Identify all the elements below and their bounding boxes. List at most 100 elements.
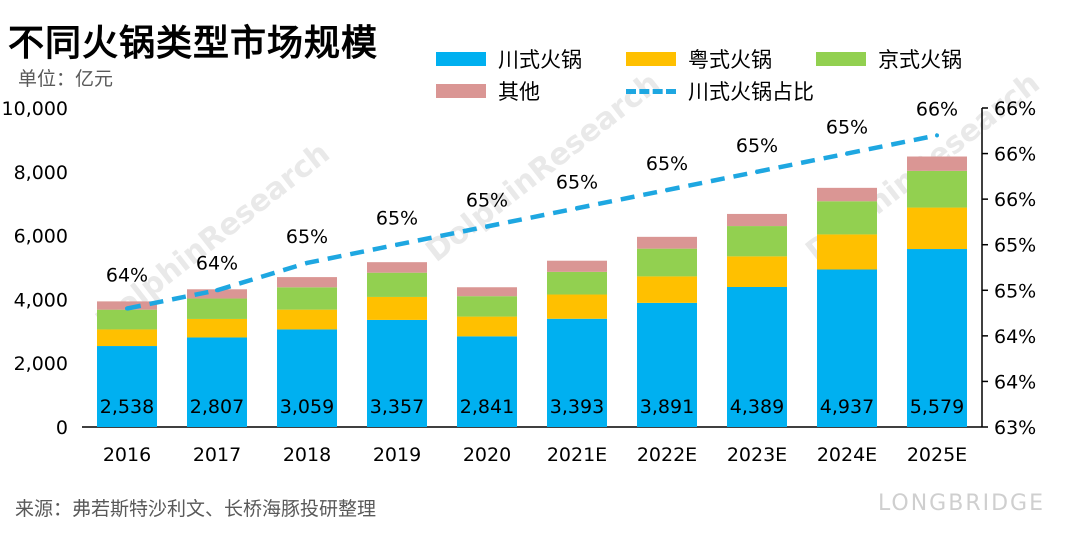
bar-segment <box>97 309 157 330</box>
bar-segment <box>547 318 607 427</box>
share-point <box>665 188 669 193</box>
legend-item-sichuan: 川式火锅 <box>436 44 582 74</box>
bar-segment <box>367 296 427 320</box>
bar-segment <box>457 287 517 297</box>
share-point <box>845 151 849 156</box>
share-data-label: 65% <box>466 189 508 211</box>
bar-segment <box>637 248 697 277</box>
legend-item-cantonese: 粤式火锅 <box>626 44 772 74</box>
y-right-tick-label: 64% <box>994 371 1036 393</box>
bar-segment <box>817 201 877 235</box>
bar-segment <box>97 346 157 427</box>
bar-segment <box>277 309 337 330</box>
bar-data-label: 4,389 <box>730 396 784 418</box>
legend-swatch-other <box>436 84 486 98</box>
bar-data-label: 5,579 <box>910 396 964 418</box>
bar-segment <box>367 272 427 297</box>
bar-segment <box>727 256 787 287</box>
y-left-tick-label: 10,000 <box>2 98 68 120</box>
x-tick-label: 2017 <box>193 444 241 466</box>
bar-segment <box>817 234 877 270</box>
legend-item-other: 其他 <box>436 76 540 106</box>
brand-logo: LONGBRIDGE <box>877 491 1045 516</box>
bar-segment <box>817 269 877 427</box>
bar-segment <box>817 187 877 202</box>
bar-segment <box>457 316 517 337</box>
unit-label: 单位：亿元 <box>18 68 114 90</box>
x-tick-label: 2020 <box>463 444 511 466</box>
share-point <box>305 260 309 265</box>
y-right-tick-label: 65% <box>994 235 1036 257</box>
x-tick-label: 2016 <box>103 444 151 466</box>
bar-data-label: 3,357 <box>370 396 424 418</box>
bar-segment <box>277 329 337 427</box>
bar-segment <box>277 287 337 310</box>
share-point <box>125 306 129 311</box>
legend-swatch-beijing <box>816 52 866 66</box>
y-left-tick-label: 8,000 <box>14 162 68 184</box>
share-data-label: 65% <box>736 135 778 157</box>
bar-segment <box>637 276 697 303</box>
y-left-tick-label: 0 <box>56 417 68 439</box>
bar-segment <box>547 294 607 319</box>
bar-segment <box>97 301 157 310</box>
bar-segment <box>187 337 247 427</box>
share-data-label: 64% <box>106 264 148 286</box>
y-right-tick-label: 65% <box>994 280 1036 302</box>
source-note: 来源：弗若斯特沙利文、长桥海豚投研整理 <box>15 498 377 520</box>
y-right-tick-label: 66% <box>994 98 1036 120</box>
x-tick-label: 2021E <box>547 444 607 466</box>
share-data-label: 66% <box>916 98 958 120</box>
bar-segment <box>907 207 967 250</box>
bar-segment <box>637 236 697 249</box>
legend-item-share: 川式火锅占比 <box>626 76 814 106</box>
bar-data-label: 3,891 <box>640 396 694 418</box>
share-data-label: 65% <box>826 117 868 139</box>
bar-segment <box>727 226 787 257</box>
bar-segment <box>367 262 427 273</box>
legend-item-beijing: 京式火锅 <box>816 44 962 74</box>
bar-data-label: 2,807 <box>190 396 244 418</box>
bar-segment <box>907 170 967 208</box>
bar-segment <box>457 336 517 427</box>
bar-segment <box>187 318 247 338</box>
share-line <box>126 133 938 311</box>
bar-segment <box>637 302 697 427</box>
share-data-label: 65% <box>556 171 598 193</box>
legend-swatch-cantonese <box>626 52 676 66</box>
y-left-tick-label: 6,000 <box>14 226 68 248</box>
bar-segment <box>547 260 607 272</box>
share-data-label: 65% <box>376 208 418 230</box>
y-left-tick-label: 4,000 <box>14 289 68 311</box>
bar-segment <box>907 249 967 427</box>
legend-label-beijing: 京式火锅 <box>878 48 962 72</box>
bar-segment <box>277 277 337 288</box>
bar-segment <box>727 286 787 427</box>
x-tick-label: 2024E <box>817 444 877 466</box>
legend-swatch-share <box>626 88 676 94</box>
y-right-tick-label: 64% <box>994 326 1036 348</box>
bar-data-label: 2,538 <box>100 396 154 418</box>
y-right-tick-label: 66% <box>994 189 1036 211</box>
share-point <box>215 288 219 293</box>
bar-segment <box>457 296 517 317</box>
bar-segment <box>187 289 247 299</box>
y-right-tick-label: 63% <box>994 417 1036 439</box>
y-left-tick-label: 2,000 <box>14 353 68 375</box>
x-tick-label: 2023E <box>727 444 787 466</box>
bar-data-label: 4,937 <box>820 396 874 418</box>
share-data-label: 64% <box>196 252 238 274</box>
share-point <box>755 169 759 174</box>
legend-swatch-sichuan <box>436 52 486 66</box>
bar-segment <box>727 213 787 227</box>
share-data-label: 65% <box>646 153 688 175</box>
bar-segment <box>907 156 967 171</box>
x-tick-label: 2025E <box>907 444 967 466</box>
bar-segment <box>97 329 157 347</box>
bar-segment <box>367 319 427 427</box>
share-point <box>395 242 399 247</box>
legend-label-cantonese: 粤式火锅 <box>688 48 772 72</box>
chart-title: 不同火锅类型市场规模 <box>8 23 379 64</box>
